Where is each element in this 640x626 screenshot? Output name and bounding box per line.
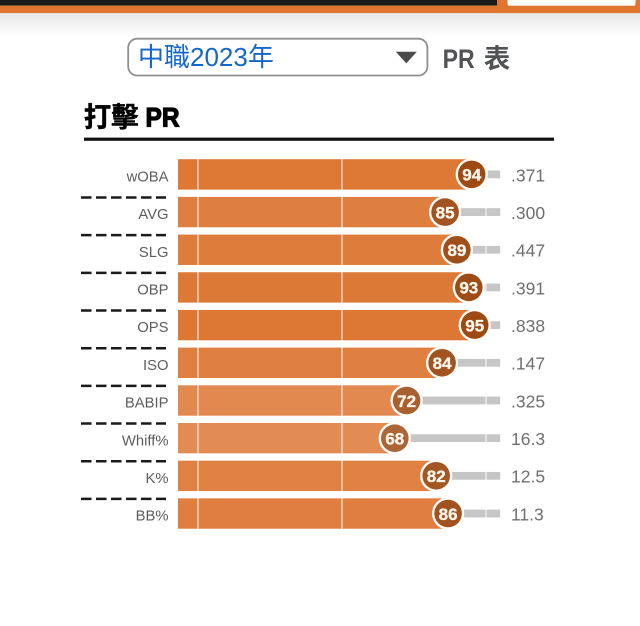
svg-text:68: 68 (385, 430, 404, 449)
svg-text:OBP: OBP (137, 283, 168, 299)
svg-text:.300: .300 (511, 203, 545, 223)
svg-text:中職2023年: 中職2023年 (138, 42, 274, 72)
svg-text:PR: PR (443, 44, 475, 74)
svg-text:.391: .391 (511, 278, 545, 298)
svg-text:BB%: BB% (136, 509, 169, 525)
svg-text:SLG: SLG (139, 245, 169, 261)
svg-text:95: 95 (465, 316, 484, 335)
svg-text:.147: .147 (511, 354, 545, 374)
svg-text:85: 85 (436, 203, 455, 222)
svg-text:93: 93 (459, 279, 478, 298)
svg-text:K%: K% (145, 471, 168, 487)
svg-text:OPS: OPS (137, 320, 168, 336)
svg-text:.325: .325 (511, 391, 545, 411)
svg-text:84: 84 (433, 354, 452, 373)
svg-text:11.3: 11.3 (511, 504, 544, 524)
svg-text:72: 72 (397, 392, 416, 411)
svg-text:BABIP: BABIP (125, 396, 169, 412)
svg-text:打擊: 打擊 (84, 95, 139, 135)
svg-text:12.5: 12.5 (511, 467, 545, 487)
svg-text:86: 86 (439, 505, 458, 524)
svg-text:.838: .838 (511, 316, 545, 336)
svg-text:82: 82 (427, 467, 446, 486)
svg-text:16.3: 16.3 (511, 429, 545, 449)
svg-text:wOBA: wOBA (126, 170, 169, 186)
svg-text:94: 94 (462, 166, 481, 185)
svg-text:.371: .371 (511, 165, 545, 185)
svg-text:PR: PR (146, 103, 180, 133)
svg-text:Whiff%: Whiff% (122, 433, 169, 449)
svg-text:.447: .447 (511, 241, 545, 261)
svg-text:ISO: ISO (143, 358, 169, 374)
svg-text:表: 表 (484, 37, 511, 76)
svg-text:AVG: AVG (138, 207, 168, 223)
svg-text:89: 89 (447, 241, 466, 260)
